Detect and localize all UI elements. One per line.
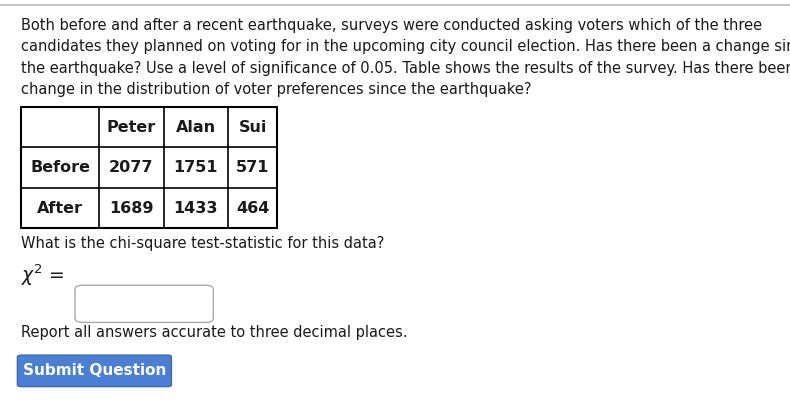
- Text: 464: 464: [236, 200, 269, 216]
- Text: Alan: Alan: [176, 120, 216, 135]
- Text: 1689: 1689: [109, 200, 153, 216]
- Text: 1751: 1751: [174, 160, 218, 175]
- Bar: [21, 107, 277, 228]
- FancyBboxPatch shape: [17, 355, 171, 387]
- Text: Both before and after a recent earthquake, surveys were conducted asking voters : Both before and after a recent earthquak…: [21, 18, 790, 97]
- Text: Sui: Sui: [239, 120, 267, 135]
- Text: Peter: Peter: [107, 120, 156, 135]
- Text: 571: 571: [236, 160, 269, 175]
- Text: Report all answers accurate to three decimal places.: Report all answers accurate to three dec…: [21, 325, 408, 340]
- Text: $\chi^2$ =: $\chi^2$ =: [21, 263, 65, 288]
- Text: Submit Question: Submit Question: [23, 363, 166, 379]
- Text: 2077: 2077: [109, 160, 153, 175]
- Text: What is the chi-square test-statistic for this data?: What is the chi-square test-statistic fo…: [21, 236, 385, 251]
- FancyBboxPatch shape: [75, 285, 213, 322]
- Text: After: After: [37, 200, 83, 216]
- Text: Before: Before: [30, 160, 90, 175]
- Text: 1433: 1433: [174, 200, 218, 216]
